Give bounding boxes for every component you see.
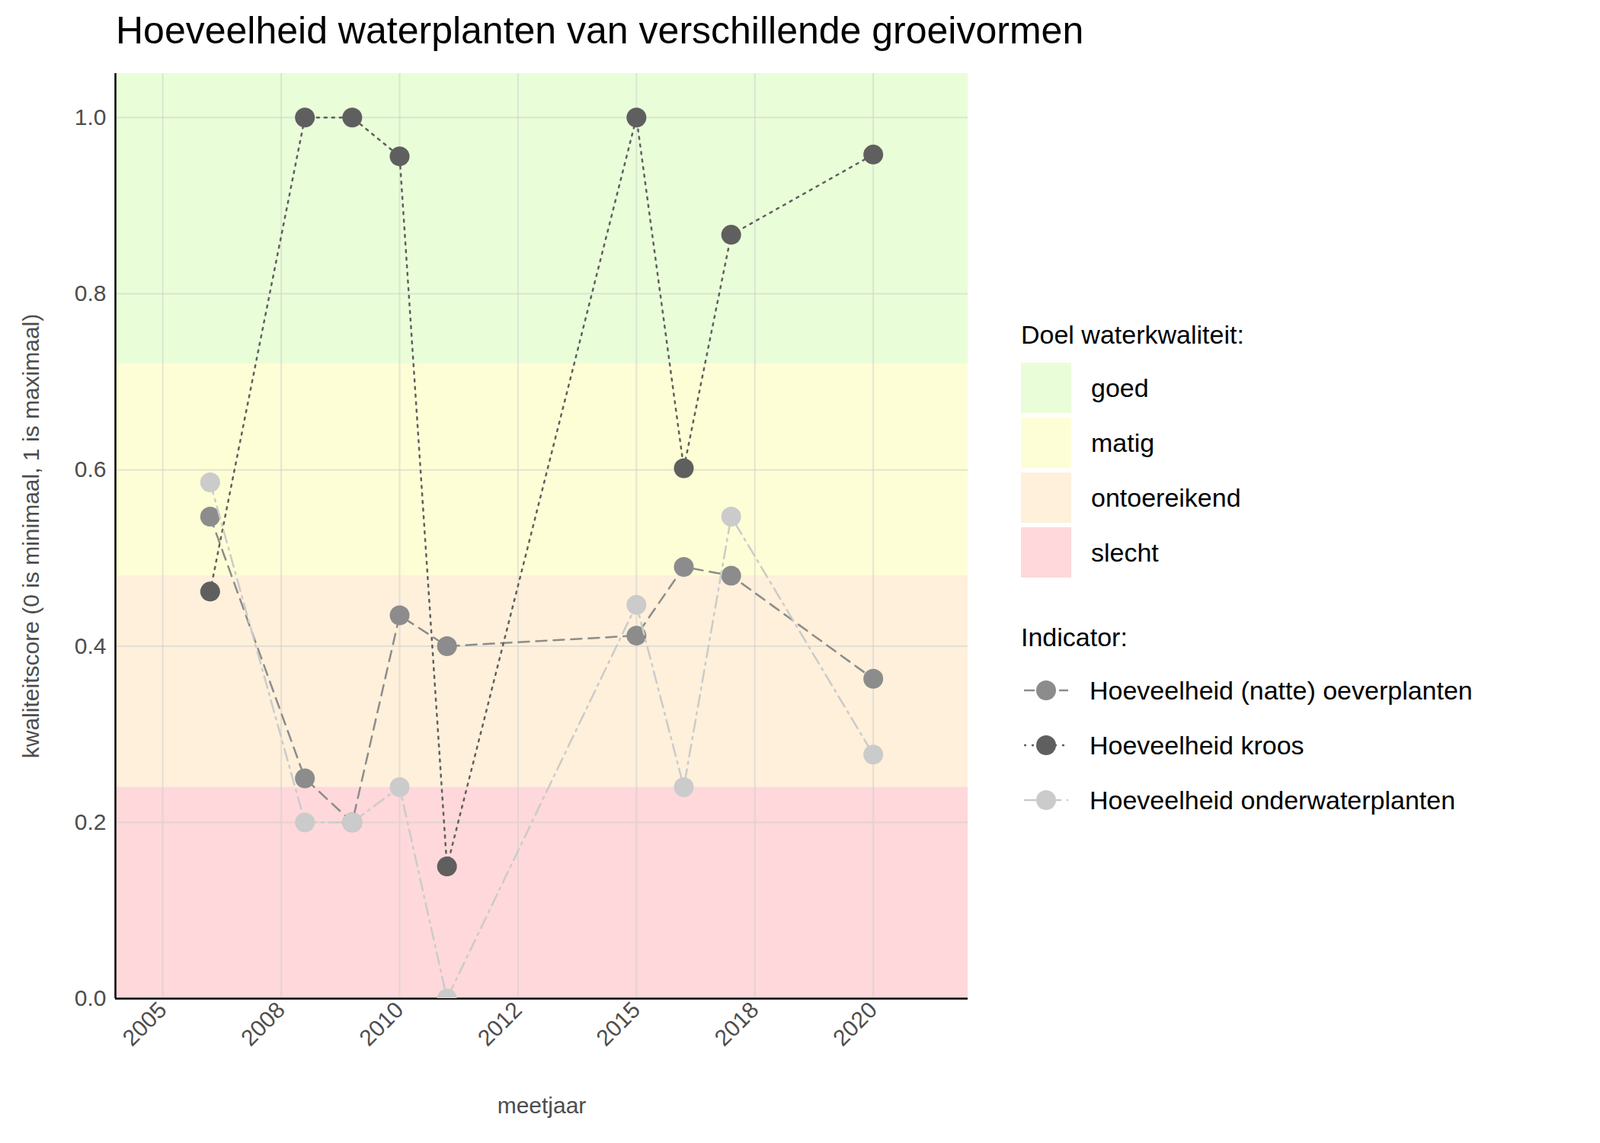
html-text:Hoeveelheid (natte) oeverplant: Hoeveelheid (natte) oeverplanten [1089, 675, 1473, 705]
html-text:matig: matig [1091, 427, 1155, 457]
svg-text:meetjaar: meetjaar [497, 1092, 587, 1118]
svg-text:2010: 2010 [354, 996, 409, 1051]
html-text:goed: goed [1091, 372, 1149, 402]
svg-text:2015: 2015 [591, 996, 646, 1051]
html-text:Indicator:: Indicator: [1020, 622, 1128, 652]
html-text:Doel waterkwaliteit:: Doel waterkwaliteit: [1020, 320, 1245, 349]
html-text:Hoeveelheid kroos: Hoeveelheid kroos [1089, 730, 1305, 760]
html-text:Hoeveelheid waterplanten van v: Hoeveelheid waterplanten van verschillen… [115, 9, 1084, 52]
svg-text:2018: 2018 [709, 996, 764, 1051]
svg-text:0.6: 0.6 [74, 456, 107, 482]
svg-text:2020: 2020 [828, 996, 883, 1051]
svg-text:0.2: 0.2 [74, 809, 107, 835]
svg-text:0.8: 0.8 [74, 280, 107, 306]
svg-text:2012: 2012 [472, 996, 527, 1051]
svg-text:2008: 2008 [236, 996, 291, 1051]
html-text:Hoeveelheid onderwaterplanten: Hoeveelheid onderwaterplanten [1089, 785, 1456, 815]
html-text:ontoereikend: ontoereikend [1091, 482, 1241, 512]
svg-text:0.0: 0.0 [74, 985, 107, 1011]
svg-text:2005: 2005 [117, 996, 172, 1051]
html-text:slecht: slecht [1091, 537, 1159, 567]
svg-text:0.4: 0.4 [74, 633, 107, 659]
svg-text:kwaliteitscore (0 is minimaal,: kwaliteitscore (0 is minimaal, 1 is maxi… [18, 313, 44, 759]
svg-text:1.0: 1.0 [74, 104, 107, 130]
